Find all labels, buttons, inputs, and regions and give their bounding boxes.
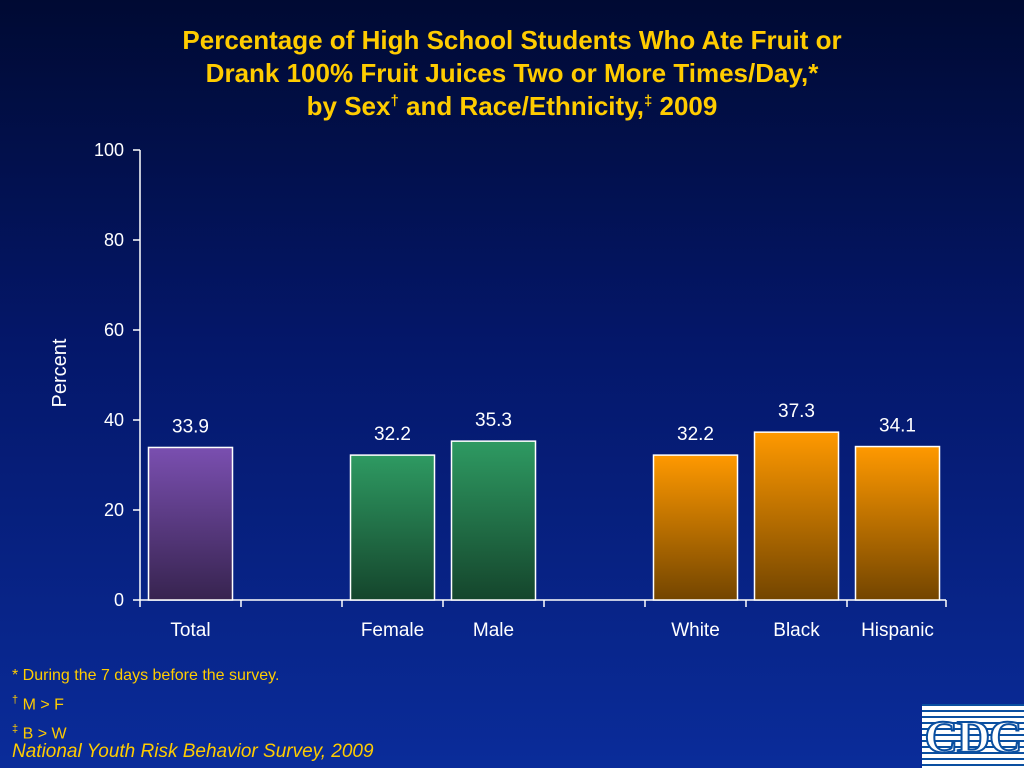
dagger-footnote-mark: † [12, 694, 19, 706]
bars [147, 431, 941, 601]
double-dagger-mark: ‡ [643, 92, 653, 110]
logo-stripes [922, 704, 1024, 768]
value-label-white: 32.2 [677, 424, 714, 445]
footnote-3: ‡ B > W [12, 717, 279, 746]
y-tick-label: 40 [104, 410, 124, 430]
title-race-text: and Race/Ethnicity, [398, 91, 644, 121]
cdc-logo: CDC [922, 704, 1024, 768]
bar-total [147, 446, 234, 601]
logo-text: CDC [924, 710, 1024, 763]
footnote-2-text: M > F [18, 696, 64, 714]
y-axis-label: Percent [49, 338, 71, 407]
bar-hispanic [854, 445, 941, 601]
value-label-male: 35.3 [475, 410, 512, 431]
x-tick-label-white: White [671, 620, 720, 641]
footnote-1: * During the 7 days before the survey. [12, 667, 280, 684]
value-label-total: 33.9 [172, 416, 209, 437]
x-tick-label-black: Black [773, 620, 820, 641]
y-tick-label: 20 [104, 500, 124, 520]
x-tick-label-male: Male [473, 620, 514, 641]
y-tick-label: 60 [104, 320, 124, 340]
bar-chart: 0 20 40 60 80 100 33.9 Total 32.2 Female 35.3 Male… [49, 140, 941, 641]
footnote-2: † M > F [12, 688, 279, 717]
title-year-text: 2009 [652, 91, 718, 121]
title-line-3: by Sex† and Race/Ethnicity,‡ 2009 [0, 90, 1024, 123]
labels: 33.9 Total 32.2 Female 35.3 Male 32.2 White 37.3… [170, 401, 934, 641]
x-tick-label-total: Total [170, 620, 210, 641]
value-label-hispanic: 34.1 [879, 416, 916, 437]
bar-female [349, 454, 436, 601]
y-tick-label: 100 [94, 140, 124, 160]
y-tick-label: 80 [104, 230, 124, 250]
footnote-3-text: B > W [18, 725, 67, 743]
double-dagger-footnote-mark: ‡ [12, 723, 19, 736]
title-sex-text: by Sex [306, 91, 391, 121]
bar-white [652, 454, 739, 601]
x-tick-label-female: Female [361, 620, 424, 641]
bar-black [753, 431, 840, 601]
footnotes: * During the 7 days before the survey. †… [12, 664, 279, 747]
chart-title: Percentage of High School Students Who A… [0, 24, 1024, 123]
x-tick-label-hispanic: Hispanic [861, 620, 934, 641]
source-citation: National Youth Risk Behavior Survey, 200… [12, 741, 374, 762]
dagger-mark: † [390, 92, 399, 110]
value-label-black: 37.3 [778, 401, 815, 422]
value-label-female: 32.2 [374, 424, 411, 445]
title-line-1: Percentage of High School Students Who A… [182, 25, 842, 55]
title-line-2: Drank 100% Fruit Juices Two or More Time… [205, 58, 819, 88]
y-tick-label: 0 [114, 590, 124, 610]
bar-male [450, 440, 537, 601]
